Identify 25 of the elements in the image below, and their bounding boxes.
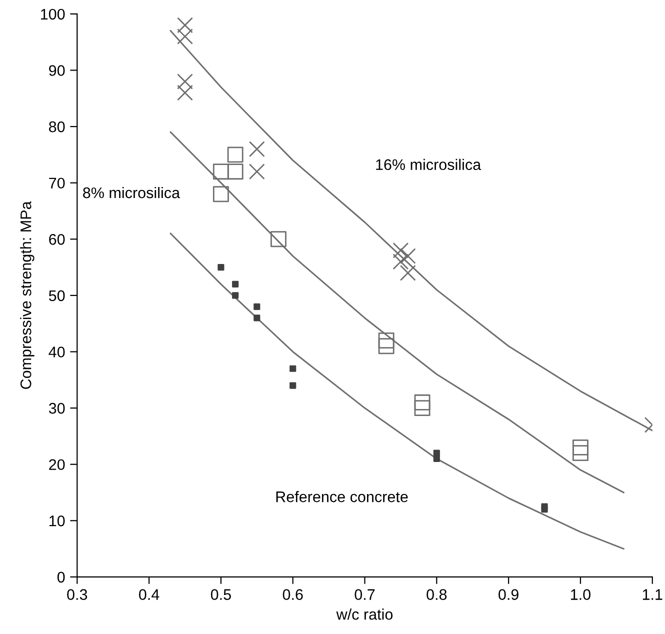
- annotation: 16% microsilica: [376, 158, 482, 170]
- y-tick-label: 10: [50, 516, 65, 526]
- x-tick-label: 0.8: [426, 589, 447, 600]
- y-tick-label: 70: [49, 178, 65, 189]
- y-tick-label: 0: [57, 572, 65, 583]
- x-tick-label: 0.3: [67, 589, 88, 600]
- x-tick-label: 0.5: [210, 589, 231, 600]
- x-tick-label: 0.6: [282, 589, 303, 600]
- y-axis-title: Compressive strength: MPa: [20, 201, 34, 389]
- y-tick-label: 40: [48, 346, 65, 358]
- x-tick-label: 1.1: [642, 589, 662, 600]
- y-tick-label: 30: [48, 402, 65, 414]
- y-tick-label: 90: [49, 65, 65, 76]
- annotation: Reference concrete: [276, 491, 408, 502]
- y-tick-label: 20: [49, 459, 65, 470]
- y-tick-label: 80: [49, 121, 65, 132]
- x-tick-label: 0.4: [139, 589, 160, 600]
- annotation: 8% microsilica: [83, 186, 180, 198]
- x-axis-title: w/c ratio: [336, 608, 393, 620]
- x-tick-label: 0.9: [498, 589, 518, 600]
- y-tick-label: 60: [49, 234, 65, 245]
- x-tick-label: 1.0: [571, 589, 590, 600]
- y-tick-label: 50: [48, 290, 65, 302]
- x-tick-label: 0.7: [354, 589, 375, 600]
- y-tick-label: 100: [41, 8, 65, 20]
